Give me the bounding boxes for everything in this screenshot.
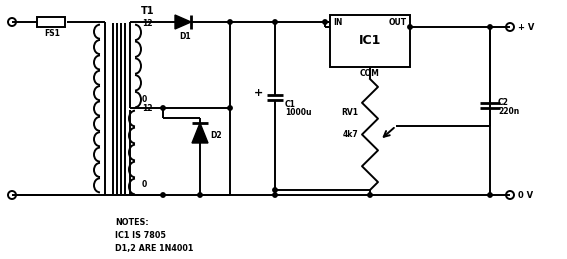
Circle shape: [273, 188, 277, 192]
Circle shape: [273, 20, 277, 24]
Text: RV1: RV1: [341, 108, 358, 117]
Text: 220n: 220n: [498, 107, 519, 116]
Text: IC1: IC1: [359, 34, 381, 47]
Text: D2: D2: [210, 132, 222, 140]
Circle shape: [323, 20, 327, 24]
Bar: [37, 17, 65, 27]
Text: 0 V: 0 V: [518, 191, 533, 199]
Circle shape: [161, 106, 165, 110]
Polygon shape: [192, 123, 208, 143]
Text: FS1: FS1: [44, 29, 60, 38]
Text: 0: 0: [142, 180, 147, 189]
Text: 1000u: 1000u: [285, 108, 311, 117]
Bar: [330, 15, 410, 67]
Text: +: +: [254, 88, 263, 98]
Circle shape: [488, 193, 492, 197]
Text: 12: 12: [142, 19, 153, 28]
Polygon shape: [175, 15, 191, 29]
Text: IN: IN: [333, 18, 342, 27]
Text: COM: COM: [360, 69, 380, 78]
Text: 12: 12: [142, 104, 153, 113]
Circle shape: [161, 193, 165, 197]
Text: 0: 0: [142, 95, 147, 104]
Circle shape: [228, 20, 232, 24]
Text: 4k7: 4k7: [342, 130, 358, 139]
Text: C2: C2: [498, 98, 509, 107]
Circle shape: [368, 193, 372, 197]
Circle shape: [408, 25, 412, 29]
Circle shape: [198, 193, 202, 197]
Text: NOTES:
IC1 IS 7805
D1,2 ARE 1N4001: NOTES: IC1 IS 7805 D1,2 ARE 1N4001: [115, 218, 193, 253]
Text: OUT: OUT: [389, 18, 407, 27]
Circle shape: [228, 106, 232, 110]
Text: D1: D1: [179, 32, 191, 41]
Text: T1: T1: [141, 6, 155, 16]
Text: + V: + V: [518, 23, 534, 32]
Text: C1: C1: [285, 100, 296, 109]
Circle shape: [273, 193, 277, 197]
Circle shape: [488, 25, 492, 29]
